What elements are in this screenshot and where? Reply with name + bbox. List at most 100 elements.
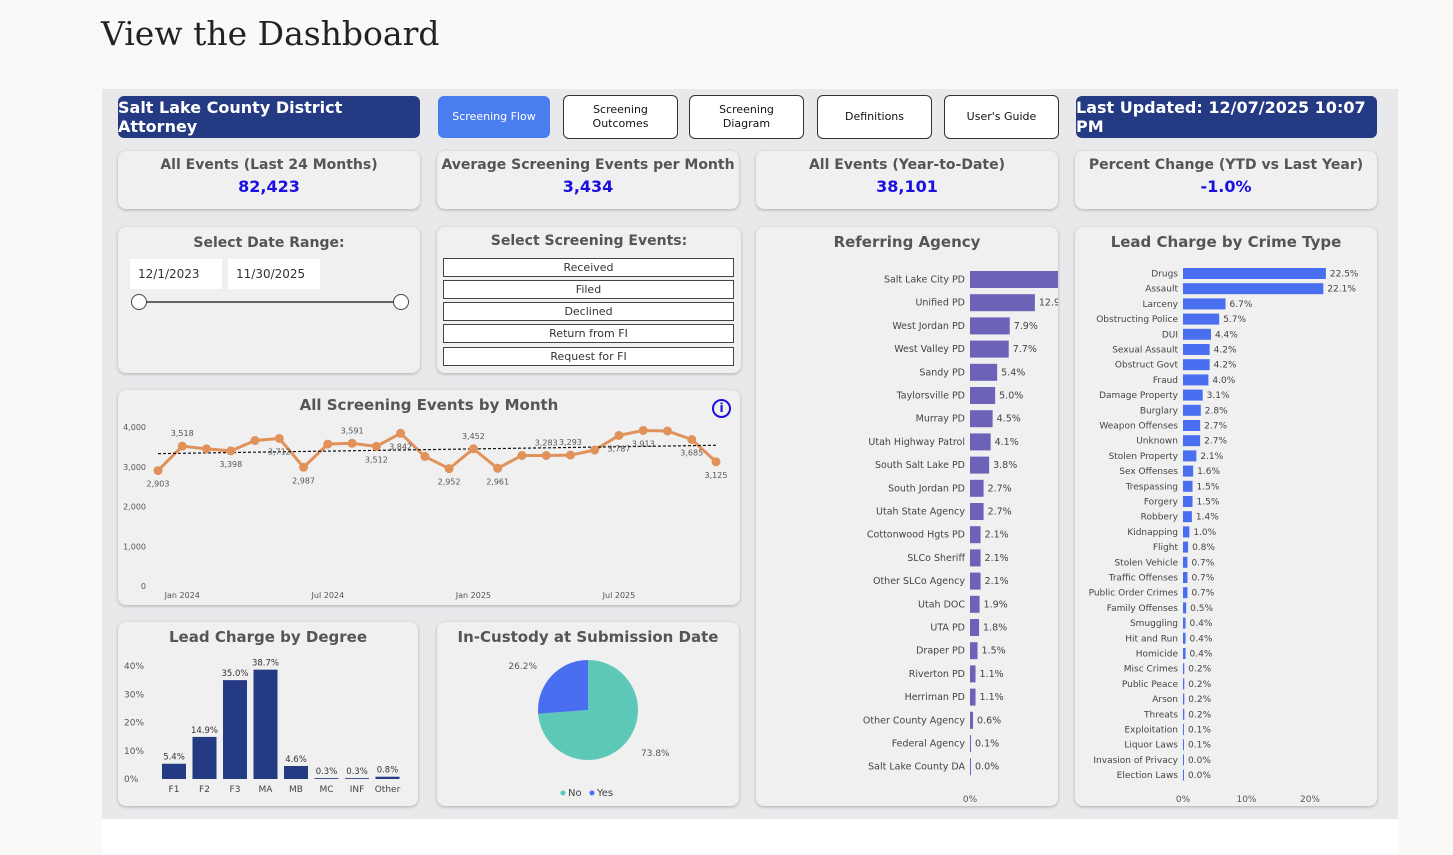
category-label: Cottonwood Hgts PD <box>867 530 965 541</box>
chart-title: All Screening Events by Month <box>299 396 559 414</box>
data-label: 5.4% <box>163 753 185 763</box>
data-label: 1.1% <box>980 669 1004 680</box>
x-tick-label: 20% <box>1300 795 1320 805</box>
category-label: Federal Agency <box>892 739 966 750</box>
bar-ma <box>253 669 278 779</box>
category-label: Forgery <box>1144 498 1179 508</box>
bar <box>1183 435 1201 447</box>
data-label: 3,518 <box>171 429 194 438</box>
slider-end-handle[interactable] <box>393 294 409 310</box>
custody-pie-chart: In-Custody at Submission Date 26.2% 73.8%… <box>437 622 739 806</box>
data-label: 1.5% <box>982 646 1006 657</box>
end-date-input[interactable]: 11/30/2025 <box>228 259 320 289</box>
category-label: Weapon Offenses <box>1099 422 1178 432</box>
category-label: Obstruct Govt <box>1115 361 1179 371</box>
dashboard: Salt Lake County District Attorney Scree… <box>102 89 1398 819</box>
chart-title: Lead Charge by Crime Type <box>1110 233 1342 251</box>
data-label: 0.8% <box>1192 543 1215 553</box>
data-label: 3,591 <box>341 426 364 435</box>
bar <box>1183 480 1193 492</box>
bar <box>1183 724 1184 735</box>
event-option-received[interactable]: Received <box>443 258 734 277</box>
x-tick-label: MC <box>319 785 333 795</box>
bar <box>970 526 981 544</box>
org-title: Salt Lake County District Attorney <box>118 96 420 138</box>
bar <box>1183 511 1192 523</box>
bar <box>970 294 1035 312</box>
category-label: South Jordan PD <box>888 483 965 494</box>
data-label: 0.2% <box>1188 665 1211 675</box>
event-option-request-fi[interactable]: Request for FI <box>443 347 734 366</box>
category-label: Draper PD <box>916 646 965 657</box>
category-label: Other SLCo Agency <box>873 576 965 587</box>
data-label: 22.1% <box>1327 285 1356 295</box>
event-option-filed[interactable]: Filed <box>443 280 734 299</box>
pie-slice-yes <box>538 660 588 714</box>
category-label: Homicide <box>1136 650 1179 660</box>
monthly-line-chart: All Screening Events by Month i 0 1,000 2,… <box>118 390 740 605</box>
data-point <box>444 464 454 474</box>
bar <box>1183 556 1188 568</box>
nav-screening-diagram[interactable]: Screening Diagram <box>689 95 804 139</box>
data-label: 3.8% <box>993 460 1017 471</box>
data-label: 0.1% <box>1188 741 1211 751</box>
category-label: Hit and Run <box>1125 634 1178 644</box>
data-point <box>687 435 697 445</box>
data-point <box>638 425 648 435</box>
bar <box>1183 344 1210 355</box>
category-label: Taylorsville PD <box>896 391 965 402</box>
data-label: 4.1% <box>995 437 1019 448</box>
category-label: Public Peace <box>1122 680 1179 690</box>
legend-yes-marker <box>589 790 595 796</box>
bar <box>970 271 1058 288</box>
data-label: 2.1% <box>1200 452 1223 462</box>
x-tick-label: 0% <box>963 795 978 805</box>
category-label: Burglary <box>1140 406 1179 416</box>
line-chart-svg: 0 1,000 2,000 3,000 4,000 Jan 2024 Jul 2024 Jan… <box>123 423 727 600</box>
data-point <box>565 450 575 460</box>
bar-other <box>375 776 400 779</box>
start-date-input[interactable]: 12/1/2023 <box>130 259 222 289</box>
category-label: Salt Lake County DA <box>868 762 965 773</box>
data-label: 0.4% <box>1190 634 1213 644</box>
data-label: 1.9% <box>984 599 1008 610</box>
y-tick-label: 0 <box>141 582 146 591</box>
event-option-declined[interactable]: Declined <box>443 302 734 321</box>
data-label: 35.0% <box>221 669 248 679</box>
data-label: 73.8% <box>641 749 670 759</box>
kpi-value: -1.0% <box>1200 177 1252 196</box>
data-label: 1.0% <box>1193 528 1216 538</box>
data-point <box>396 428 406 438</box>
x-tick-label: 10% <box>1236 795 1256 805</box>
bar-f2 <box>192 736 217 779</box>
x-tick-label: Jan 2024 <box>164 591 200 600</box>
category-label: Threats <box>1143 710 1178 720</box>
trend-line <box>157 444 717 455</box>
data-label: 2.8% <box>1205 406 1228 416</box>
bar <box>1183 283 1324 295</box>
category-label: Invasion of Privacy <box>1093 756 1178 766</box>
data-label: 4.4% <box>1215 330 1238 340</box>
slider-start-handle[interactable] <box>131 294 147 310</box>
x-tick-label: MA <box>259 785 274 795</box>
slider-track <box>139 301 402 303</box>
info-icon[interactable]: i <box>712 399 731 418</box>
event-option-return-fi[interactable]: Return from FI <box>443 324 734 343</box>
data-label: 3,913 <box>632 439 655 448</box>
data-label: 7.9% <box>1014 321 1038 332</box>
bar <box>1183 693 1185 705</box>
data-label: 0.2% <box>1188 680 1211 690</box>
data-label: 0.0% <box>975 762 999 773</box>
nav-definitions[interactable]: Definitions <box>817 95 932 139</box>
bar <box>970 572 981 590</box>
category-label: Damage Property <box>1099 391 1179 401</box>
data-label: 0.1% <box>975 739 999 750</box>
data-label: 5.7% <box>1223 315 1246 325</box>
y-tick-label: 10% <box>124 747 144 757</box>
page-footer-area <box>102 819 1398 855</box>
data-label: 4.6% <box>285 755 307 765</box>
y-tick-label: 30% <box>124 690 144 700</box>
nav-screening-flow[interactable]: Screening Flow <box>438 96 550 138</box>
nav-screening-outcomes[interactable]: Screening Outcomes <box>563 95 678 139</box>
nav-users-guide[interactable]: User's Guide <box>944 95 1059 139</box>
